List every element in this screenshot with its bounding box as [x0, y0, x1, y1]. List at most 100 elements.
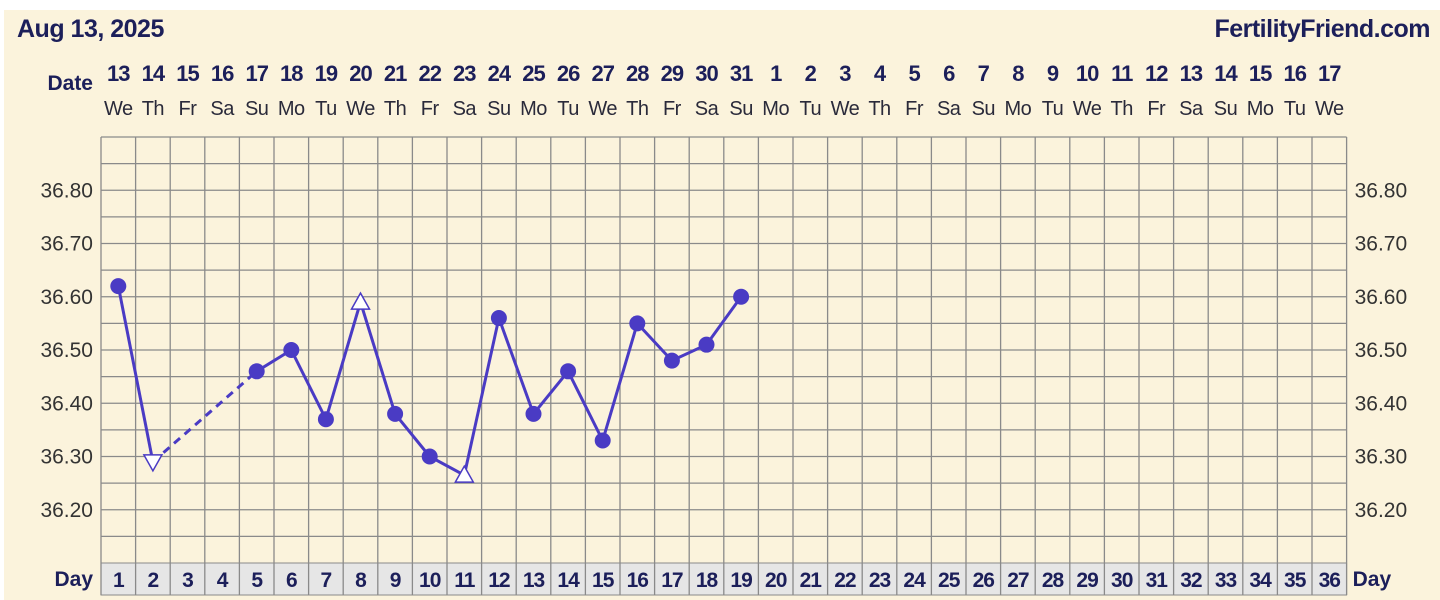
day-label: 33: [1215, 569, 1237, 592]
day-label: 14: [557, 569, 580, 592]
weekday-label: Th: [384, 98, 406, 120]
y-tick-label-right: 36.30: [1355, 446, 1408, 469]
day-label: 34: [1249, 569, 1272, 592]
weekday-label: Sa: [453, 98, 478, 120]
date-label: 8: [1012, 61, 1024, 86]
day-label: 17: [661, 569, 683, 592]
weekday-label: Th: [626, 98, 648, 120]
day-label: 18: [696, 569, 719, 592]
temperature-point: [421, 448, 438, 465]
temperature-point: [629, 315, 646, 332]
y-tick-label-right: 36.20: [1355, 499, 1408, 522]
day-label: 32: [1180, 569, 1202, 592]
date-label: 4: [874, 61, 887, 86]
weekday-label: Su: [729, 98, 752, 120]
date-label: 19: [315, 61, 338, 86]
y-tick-label-right: 36.40: [1355, 392, 1408, 415]
date-label: 17: [1318, 61, 1341, 86]
temperature-point: [110, 278, 127, 295]
site-logo-text[interactable]: FertilityFriend.com: [1214, 15, 1430, 43]
weekday-label: Mo: [1247, 98, 1274, 120]
temperature-line-segment: [532, 370, 570, 415]
day-label: 3: [182, 569, 193, 592]
weekday-label: Fr: [1147, 98, 1166, 120]
weekday-label: We: [346, 98, 375, 120]
day-row-label: Day: [54, 568, 93, 591]
day-label: 21: [800, 569, 823, 592]
day-label: 30: [1111, 569, 1133, 592]
date-label: 2: [805, 61, 817, 86]
day-label: 27: [1007, 569, 1029, 592]
date-label: 17: [245, 61, 268, 86]
day-label: 11: [454, 569, 476, 592]
weekday-label: Th: [1111, 98, 1133, 120]
temperature-line-segment: [116, 285, 155, 463]
date-label: 23: [453, 61, 476, 86]
day-label: 22: [834, 569, 856, 592]
day-label: 36: [1319, 569, 1341, 592]
weekday-label: We: [104, 98, 133, 120]
day-label: 6: [286, 569, 297, 592]
day-label: 23: [869, 569, 891, 592]
day-label: 1: [113, 569, 125, 592]
date-label: 11: [1111, 61, 1133, 86]
temperature-line-segment: [601, 322, 639, 441]
day-label: 24: [903, 569, 926, 592]
y-tick-label-right: 36.50: [1355, 339, 1408, 362]
date-row-label: Date: [47, 72, 93, 95]
date-label: 12: [1145, 61, 1168, 86]
day-label: 19: [730, 569, 752, 592]
y-tick-label-right: 36.60: [1355, 286, 1408, 309]
weekday-label: Mo: [762, 98, 789, 120]
temperature-line-segment: [497, 317, 535, 415]
date-label: 14: [142, 61, 166, 86]
chart-container: Aug 13, 2025 FertilityFriend.com Date Day…: [4, 10, 1440, 600]
weekday-label: Tu: [799, 98, 821, 120]
weekday-label: Fr: [421, 98, 440, 120]
chart-date: Aug 13, 2025: [17, 15, 164, 43]
date-label: 28: [626, 61, 649, 86]
temperature-point: [733, 288, 750, 305]
day-label: 5: [251, 569, 263, 592]
temperature-point-triangle-down: [142, 454, 164, 473]
day-label: 8: [355, 569, 367, 592]
day-label: 12: [488, 569, 510, 592]
weekday-label: Th: [868, 98, 890, 120]
y-tick-label-left: 36.60: [40, 286, 93, 309]
temperature-line-segment: [359, 301, 397, 415]
day-label: 35: [1284, 569, 1307, 592]
weekday-label: Mo: [520, 98, 547, 120]
temperature-point: [560, 363, 577, 380]
weekday-label: Fr: [663, 98, 682, 120]
date-label: 16: [211, 61, 234, 86]
day-label: 4: [217, 569, 229, 592]
date-label: 22: [418, 61, 441, 86]
date-label: 29: [661, 61, 684, 86]
date-label: 13: [1180, 61, 1203, 86]
y-tick-label-left: 36.50: [40, 339, 93, 362]
day-label: 28: [1042, 569, 1065, 592]
date-label: 26: [557, 61, 580, 86]
day-label: 7: [321, 569, 332, 592]
date-label: 14: [1214, 61, 1238, 86]
weekday-label: Tu: [1284, 98, 1306, 120]
day-label: 29: [1076, 569, 1098, 592]
temperature-line-segment: [289, 349, 328, 420]
temperature-line-segment: [636, 322, 673, 362]
temperature-point: [490, 310, 507, 327]
weekday-label: Su: [487, 98, 510, 120]
weekday-label: Su: [1214, 98, 1237, 120]
weekday-label: We: [1073, 98, 1102, 120]
temperature-line-segment: [324, 301, 362, 420]
temperature-point: [698, 336, 715, 353]
temperature-point: [525, 405, 542, 422]
temperature-point-triangle-up: [454, 464, 475, 483]
temperature-line-segment: [393, 412, 431, 458]
temperature-line-segment: [462, 317, 501, 476]
day-label: 10: [419, 569, 441, 592]
date-label: 25: [522, 61, 545, 86]
day-label: 13: [523, 569, 545, 592]
weekday-label: Sa: [1179, 98, 1204, 120]
day-label: 31: [1146, 569, 1169, 592]
